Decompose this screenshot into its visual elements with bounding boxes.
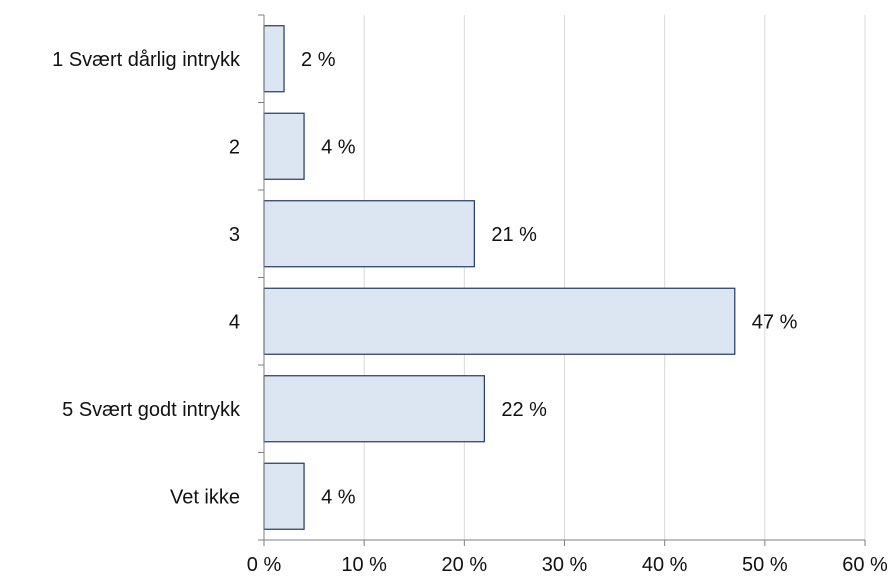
- data-label: 2 %: [301, 49, 336, 71]
- x-tick-label: 0 %: [247, 554, 282, 576]
- x-tick-label: 40 %: [642, 554, 688, 576]
- x-tick-label: 60 %: [842, 554, 888, 576]
- labels: 0 % 10 % 20 % 30 % 40 % 50 % 60 % 2 % 1 Svært då…: [52, 49, 888, 576]
- bar: [263, 462, 305, 530]
- x-tick-label: 30 %: [542, 554, 588, 576]
- x-tick-label: 20 %: [442, 554, 488, 576]
- gridlines: [363, 15, 866, 540]
- data-label: 21 %: [491, 224, 537, 246]
- bar: [263, 25, 285, 93]
- data-label: 22 %: [501, 399, 547, 421]
- bar: [263, 375, 485, 443]
- category-label: 1 Svært dårlig intrykk: [52, 49, 241, 71]
- x-tick-label: 50 %: [742, 554, 788, 576]
- bars: [263, 25, 736, 530]
- bar: [263, 287, 736, 355]
- category-label: Vet ikke: [170, 486, 240, 508]
- bar: [263, 112, 305, 180]
- data-label: 47 %: [752, 311, 798, 333]
- category-label: 4: [229, 311, 240, 333]
- category-label: 5 Svært godt intrykk: [62, 399, 241, 421]
- bar: [263, 200, 475, 268]
- data-label: 4 %: [321, 136, 356, 158]
- x-tick-label: 10 %: [341, 554, 387, 576]
- category-label: 3: [229, 224, 240, 246]
- axes: [258, 14, 866, 546]
- data-label: 4 %: [321, 486, 356, 508]
- category-label: 2: [229, 136, 240, 158]
